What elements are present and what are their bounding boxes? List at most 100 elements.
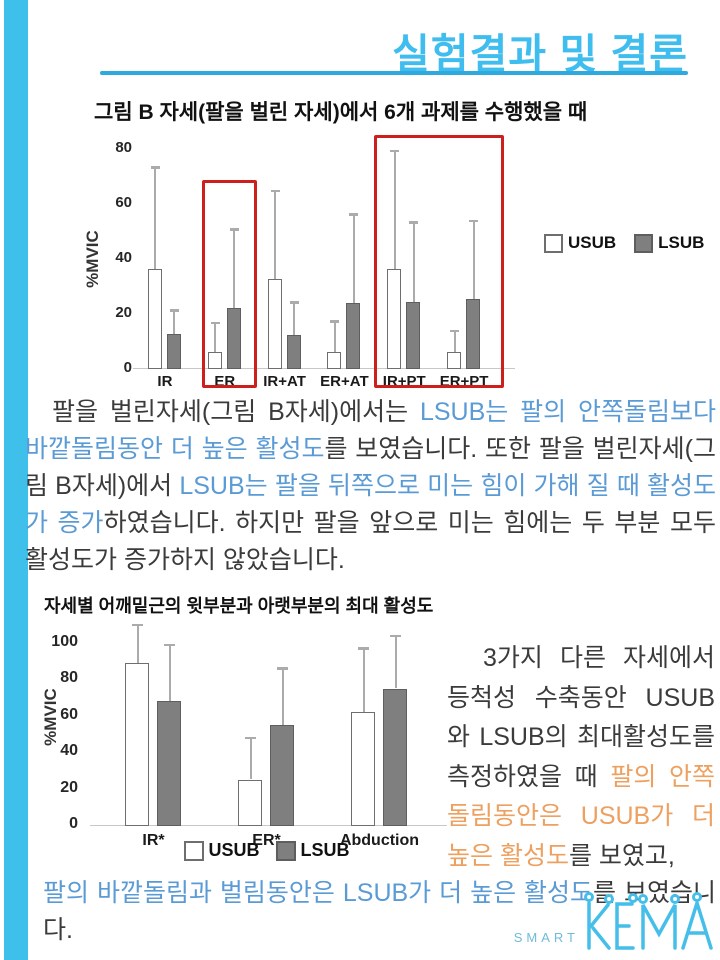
error-bar-cap <box>450 329 460 333</box>
logo-letter-k-arms <box>589 903 611 950</box>
error-bar-cap <box>289 301 299 304</box>
left-accent-bar <box>4 0 28 960</box>
error-bar-cap <box>358 647 369 650</box>
error-bar <box>281 668 284 725</box>
category-label: IR+AT <box>263 373 306 390</box>
legend-item: USUB <box>544 233 616 253</box>
error-bar <box>214 322 217 352</box>
bar-lsub <box>286 335 301 369</box>
legend-swatch <box>183 840 204 861</box>
logo-letter-a <box>681 897 713 950</box>
error-bar-cap <box>409 221 419 224</box>
section2-heading: 자세별 어깨밑근의 윗부분과 아랫부분의 최대 활성도 <box>44 596 434 616</box>
logo-letter-m <box>641 904 677 950</box>
error-bar <box>352 214 355 304</box>
error-bar <box>173 310 176 334</box>
y-tick-label: 0 <box>123 358 132 376</box>
bar-usub <box>267 278 282 369</box>
bar-lsub <box>466 299 481 369</box>
error-bar-cap <box>169 309 179 312</box>
bar-usub <box>351 712 375 826</box>
y-tick-label: 40 <box>60 742 78 760</box>
bar-lsub <box>166 333 181 369</box>
legend-item: LSUB <box>634 233 704 253</box>
category-label: IR* <box>142 832 165 849</box>
logo-node-dot <box>628 893 638 903</box>
highlight-box <box>201 180 257 388</box>
chart-legend: USUB LSUB <box>183 840 350 861</box>
bar-lsub <box>346 303 361 369</box>
text-segment: 팔의 안쪽돌림동안은 USUB가 더 높은 활성도 <box>447 762 715 870</box>
y-tick-label: 80 <box>60 669 78 687</box>
legend-label: USUB <box>208 840 260 860</box>
error-bar <box>136 624 139 664</box>
bar-usub <box>387 269 402 369</box>
page-title: 실험결과 및 결론 <box>392 31 688 77</box>
error-bar-cap <box>270 189 280 193</box>
bar-usub <box>125 663 149 826</box>
text-segment: 팔을 벌린자세(그림 B자세)에서는 <box>52 398 420 426</box>
error-bar <box>472 220 475 300</box>
bar-usub <box>207 351 222 369</box>
error-bar-cap <box>390 634 401 638</box>
text-segment: 팔의 바깥돌림과 벌림동안은 LSUB가 더 높은 활성도 <box>43 879 594 907</box>
y-tick-label: 0 <box>69 815 78 833</box>
legend-swatch <box>275 840 296 861</box>
bar-lsub <box>270 724 294 826</box>
y-tick-label: 20 <box>115 303 132 321</box>
y-axis-label: %MVIC <box>83 230 102 288</box>
y-tick-label: 40 <box>115 248 132 266</box>
error-bar-cap <box>330 320 340 323</box>
bar-lsub <box>383 688 407 826</box>
legend-swatch <box>544 233 563 253</box>
bar-lsub <box>226 307 241 369</box>
y-axis-label: %MVIC <box>41 688 60 746</box>
text-segment: 3가지 다른 자세에서 등척성 수축동안 USUB 와 LSUB의 최대활성도를… <box>447 644 715 791</box>
bar-usub <box>147 269 162 369</box>
section1-paragraph: 팔을 벌린자세(그림 B자세)에서는 LSUB는 팔의 안쪽돌림보다 바깥돌림동… <box>25 394 716 579</box>
y-tick-label: 60 <box>115 193 132 211</box>
legend-item: LSUB <box>275 840 350 861</box>
error-bar-cap <box>132 623 143 627</box>
error-bar <box>154 167 157 269</box>
text-segment: 를 보였고, <box>568 841 675 870</box>
category-label: Abduction <box>339 832 420 849</box>
error-bar <box>394 635 397 689</box>
error-bar-cap <box>210 321 220 325</box>
bar-usub <box>238 779 262 826</box>
text-segment: 하였습니다. 하지만 팔을 앞으로 미는 힘에는 두 부분 모두 활성도가 증가… <box>25 509 716 574</box>
error-bar <box>233 229 236 308</box>
text-segment: LSUB는 팔을 뒤쪽으로 미는 힘이 가해 질 때 활성도가 증가 <box>25 472 716 537</box>
x-axis-line <box>90 825 447 826</box>
logo-node-dot <box>584 892 594 902</box>
logo-letter-e <box>615 902 635 950</box>
bar-chart-max-activation: 0 20 40 60 80 100 %MVIC IR* ER* Abduction USUB LSUB <box>35 618 450 876</box>
legend-label: LSUB <box>658 233 705 252</box>
logo-node-dot <box>670 894 680 904</box>
chart1-legend: USUB LSUB <box>544 233 704 253</box>
logo-node-dot <box>638 894 648 904</box>
error-bar <box>249 737 252 780</box>
x-axis-line <box>133 368 515 369</box>
legend-swatch <box>634 233 654 253</box>
error-bar <box>274 190 277 279</box>
bar-lsub <box>157 701 181 826</box>
text-segment: 를 보였습니다. 또한 팔을 벌린자세(그림 B자세)에서 <box>25 435 716 500</box>
bar-chart-six-tasks: 0 20 40 60 80 %MVIC IR ER IR+AT ER+AT IR+PT ER+PT <box>75 133 520 390</box>
bar-lsub <box>406 302 421 369</box>
error-bar-cap <box>469 219 479 223</box>
kema-logo: SMART <box>514 890 715 952</box>
section1-heading: 그림 B 자세(팔을 벌린 자세)에서 6개 과제를 수행했을 때 <box>94 101 588 124</box>
logo-node-dot <box>692 892 702 902</box>
bar-usub <box>447 351 462 369</box>
error-bar-cap <box>164 643 175 647</box>
y-tick-label: 20 <box>60 778 78 796</box>
error-bar <box>293 302 296 335</box>
y-tick-label: 100 <box>51 633 78 651</box>
error-bar-cap <box>150 166 160 169</box>
legend-label: LSUB <box>300 840 350 860</box>
logo-kema-mark <box>584 892 713 950</box>
highlight-box <box>374 135 505 388</box>
error-bar <box>453 330 456 352</box>
error-bar-cap <box>245 736 256 740</box>
